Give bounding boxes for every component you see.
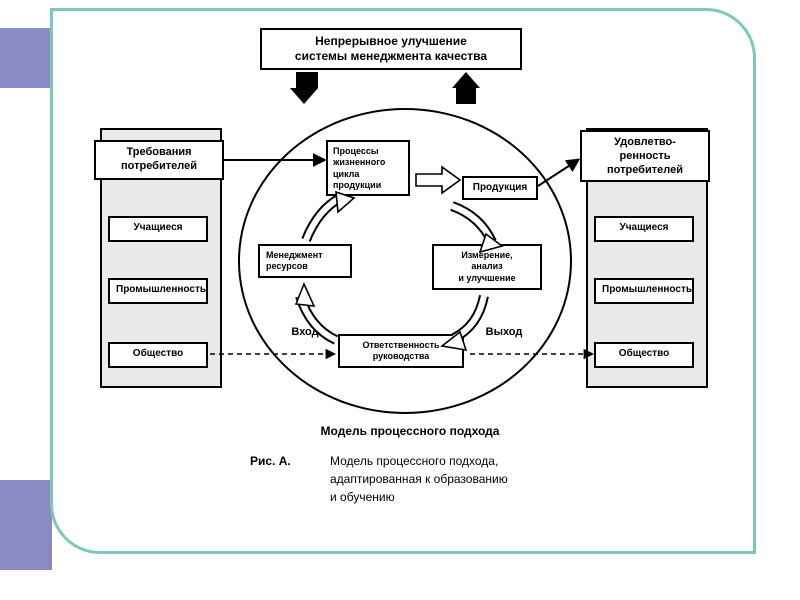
- left-item-1: Учащиеся: [108, 216, 208, 242]
- right-item-3-text: Общество: [619, 348, 669, 359]
- responsibility-box: Ответственность руководства: [338, 334, 464, 368]
- model-label: Модель процессного подхода: [300, 424, 520, 438]
- responsibility-l1: Ответственность: [362, 340, 439, 350]
- right-header-l3: потребителей: [607, 164, 683, 176]
- measure-l2: анализ: [471, 261, 502, 271]
- lifecycle-box: Процессы жизненного цикла продукции: [326, 140, 410, 196]
- right-item-3: Общество: [594, 342, 694, 368]
- responsibility-l2: руководства: [373, 351, 430, 361]
- decor-bar-bottom: [0, 480, 52, 570]
- resources-l1: Менеджмент: [266, 250, 323, 260]
- measure-l1: Измерение,: [461, 250, 512, 260]
- right-item-1: Учащиеся: [594, 216, 694, 242]
- measure-l3: и улучшение: [458, 273, 515, 283]
- top-title-l2: системы менеджмента качества: [295, 49, 487, 63]
- resources-box: Менеджмент ресурсов: [258, 244, 352, 278]
- left-item-3: Общество: [108, 342, 208, 368]
- caption-l3: и обучению: [330, 490, 395, 504]
- caption-l2: адаптированная к образованию: [330, 472, 508, 486]
- lifecycle-l1: Процессы: [333, 146, 379, 156]
- fig-label: Рис. А.: [250, 454, 291, 468]
- left-header: Требования потребителей: [94, 140, 224, 180]
- product-text: Продукция: [473, 182, 527, 193]
- right-header: Удовлетво- ренность потребителей: [580, 130, 710, 182]
- left-item-3-text: Общество: [133, 348, 183, 359]
- right-item-1-text: Учащиеся: [620, 222, 669, 233]
- measure-box: Измерение, анализ и улучшение: [432, 244, 542, 290]
- right-header-l2: ренность: [620, 150, 671, 162]
- top-title-l1: Непрерывное улучшение: [315, 34, 467, 48]
- left-item-2-text: Промышленность: [116, 284, 206, 295]
- left-item-2: Промышленность: [108, 278, 208, 304]
- decor-bar-top: [0, 28, 52, 88]
- input-label: Вход: [280, 326, 330, 338]
- right-item-2: Промышленность: [594, 278, 694, 304]
- left-item-1-text: Учащиеся: [134, 222, 183, 233]
- lifecycle-l3: цикла: [333, 169, 359, 179]
- caption-l1: Модель процессного подхода,: [330, 454, 498, 468]
- lifecycle-l4: продукции: [333, 180, 381, 190]
- left-header-text: Требования потребителей: [121, 146, 197, 172]
- product-box: Продукция: [462, 176, 538, 200]
- right-item-2-text: Промышленность: [602, 284, 692, 295]
- right-header-l1: Удовлетво-: [614, 136, 676, 148]
- top-title-box: Непрерывное улучшение системы менеджмент…: [260, 28, 522, 70]
- slide: Непрерывное улучшение системы менеджмент…: [0, 0, 800, 600]
- lifecycle-l2: жизненного: [333, 157, 385, 167]
- resources-l2: ресурсов: [266, 261, 308, 271]
- output-label: Выход: [476, 326, 532, 338]
